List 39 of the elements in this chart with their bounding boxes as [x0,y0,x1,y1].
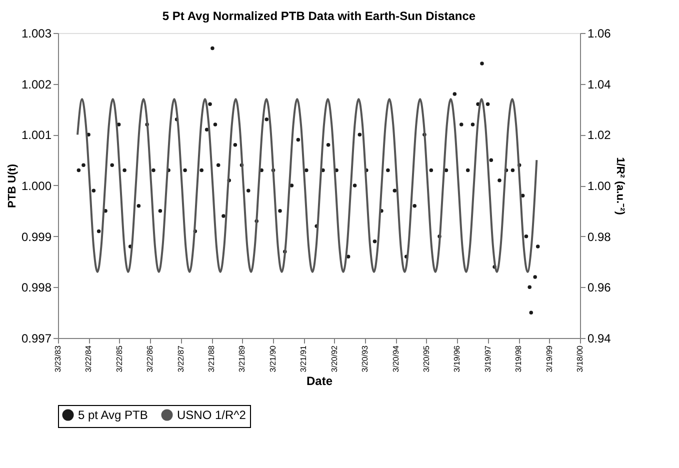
x-tick-label: 3/20/93 [360,344,370,372]
y2-axis-title: 1/R² (a.u.⁻²) [614,157,626,216]
x-tick-label: 3/19/96 [452,344,462,372]
x-tick-label: 3/20/95 [422,344,431,372]
x-tick-label: 3/20/92 [330,344,339,372]
legend-label: USNO 1/R^2 [177,408,246,422]
x-tick-label: 3/21/88 [207,344,216,372]
y2-tick-label: 1.02 [588,128,612,142]
y-tick-label: 0.999 [21,230,52,244]
x-tick-label: 3/21/90 [268,344,278,372]
y-tick-label: 1.000 [21,179,52,193]
x-tick-label: 3/20/94 [391,344,400,372]
x-axis-title: Date [306,374,333,388]
y-axis-title: PTB U(t) [6,164,18,208]
x-tick-label: 3/23/83 [54,344,62,372]
y2-tick-label: 1.04 [588,77,612,92]
y2-tick-label: 0.94 [588,332,612,346]
y2-tick-label: 1.00 [588,179,612,193]
chart-title: 5 Pt Avg Normalized PTB Data with Earth-Sun Distance [162,9,476,23]
y-tick-label: 1.003 [21,26,52,40]
x-tick-label: 3/19/99 [544,344,554,372]
y-tick-label: 0.997 [21,332,52,346]
y2-tick-label: 1.06 [588,26,612,40]
y-tick-label: 1.002 [21,77,52,92]
x-tick-label: 3/22/85 [114,344,124,372]
x-tick-label: 3/21/89 [238,344,247,372]
x-tick-label: 3/22/86 [146,344,155,372]
x-tick-label: 3/22/87 [176,344,186,372]
y2-tick-label: 0.98 [588,230,612,244]
line-series [76,98,538,273]
x-tick-label: 3/19/98 [514,344,524,372]
x-tick-label: 3/21/91 [299,344,308,372]
x-tick-label: 3/19/97 [483,344,492,372]
y2-tick-label: 0.96 [588,280,612,295]
legend-label: 5 pt Avg PTB [78,408,148,422]
x-tick-label: 3/22/84 [84,344,94,372]
y-tick-label: 0.998 [21,280,52,295]
y-tick-label: 1.001 [21,128,52,142]
x-tick-label: 3/18/00 [576,344,584,372]
